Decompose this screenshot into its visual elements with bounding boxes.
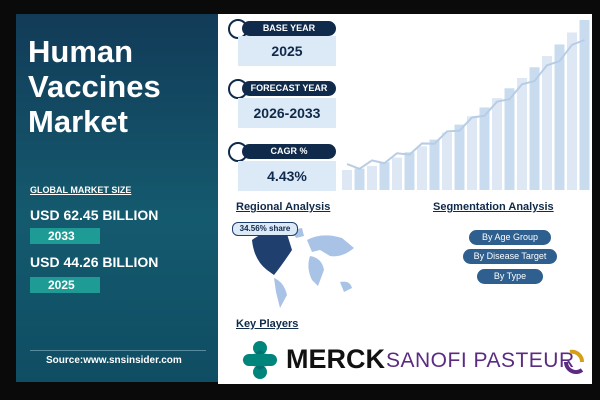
decorative-bar (504, 88, 515, 190)
company: MERCK (286, 344, 385, 374)
heading: Segmentation Analysis (433, 201, 554, 213)
decorative-bar (354, 168, 365, 190)
left-panel: Human Vaccines Market GLOBAL MARKET SIZE… (16, 14, 218, 382)
decorative-bar (529, 67, 540, 190)
heading: Key Players (236, 318, 299, 330)
segment-pill: By Disease Target (463, 249, 557, 264)
market-size-year: 2025 (30, 277, 100, 293)
market-size-value: USD 44.26 BILLION (30, 254, 159, 270)
decorative-bar (442, 132, 452, 190)
stat-value: 2025 (238, 36, 336, 66)
decorative-bar (417, 146, 427, 190)
title-line: Market (28, 104, 128, 139)
heading: Regional Analysis (236, 201, 331, 213)
segment-pill: By Type (477, 269, 543, 284)
stat-label: FORECAST YEAR (242, 81, 336, 96)
decorative-bar (429, 139, 440, 190)
merck-logo (242, 341, 278, 379)
decorative-bar (392, 157, 402, 190)
right-panel: BASE YEAR 2025 FORECAST YEAR 2026-2033 C… (218, 14, 592, 384)
decorative-bar (554, 44, 565, 190)
decorative-bar (367, 165, 377, 190)
decorative-line (346, 39, 585, 170)
stat-label: BASE YEAR (242, 21, 336, 36)
decorative-bar (379, 162, 390, 190)
title-line: Vaccines (28, 69, 161, 104)
source: Source:www.snsinsider.com (46, 355, 182, 366)
decorative-bar (567, 32, 577, 190)
decorative-bar (517, 77, 527, 190)
decorative-bar (467, 116, 477, 190)
decorative-bar (542, 56, 552, 190)
decorative-bar (404, 152, 415, 190)
market-size-year: 2033 (30, 228, 100, 244)
decorative-bar (479, 107, 490, 190)
title-line: Human (28, 34, 134, 69)
stat-value: 4.43% (238, 161, 336, 191)
sanofi-logo (564, 349, 584, 374)
stat-value: 2026-2033 (238, 98, 336, 128)
segment-pill: By Age Group (469, 230, 551, 245)
divider (30, 350, 206, 351)
decorative-bars (342, 20, 590, 190)
share-pill: 34.56% share (232, 222, 298, 236)
decorative-bar (579, 20, 590, 190)
market-size-label: GLOBAL MARKET SIZE (30, 185, 132, 195)
decorative-bar (342, 170, 352, 190)
market-size-value: USD 62.45 BILLION (30, 207, 159, 223)
company: SANOFI PASTEUR (386, 349, 575, 372)
decorative-bar (492, 98, 502, 190)
world-map (252, 228, 354, 308)
stat-label: CAGR % (242, 144, 336, 159)
decorative-bar (454, 124, 465, 190)
